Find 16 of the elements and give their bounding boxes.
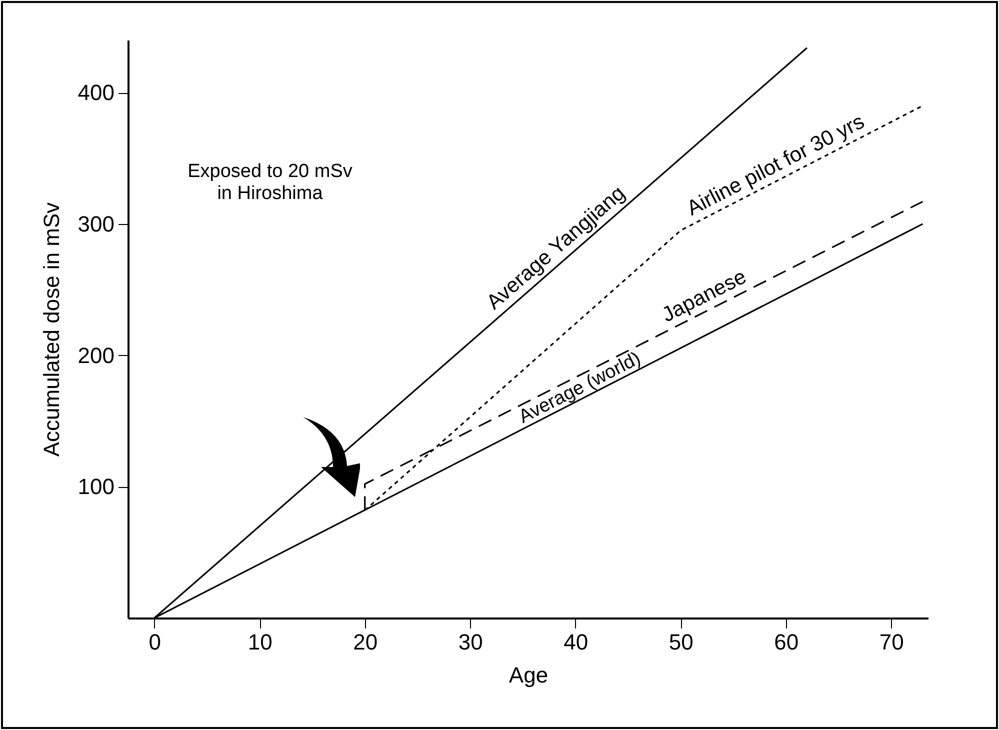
annotation: Exposed to 20 mSv in Hiroshima [188, 161, 353, 204]
y-tick-label: 300 [78, 211, 114, 236]
x-tick-label: 60 [774, 630, 799, 654]
y-tick-label: 100 [78, 474, 114, 500]
x-tick-label: 0 [148, 630, 161, 654]
x-tick-label: 30 [458, 630, 483, 654]
x-tick-label: 40 [564, 630, 588, 654]
x-tick-label: 10 [248, 630, 272, 654]
x-tick-label: 70 [879, 630, 904, 654]
x-tick-label: 20 [353, 630, 378, 654]
y-axis-title: Accumulated dose in mSv [38, 202, 64, 457]
y-tick-label: 200 [78, 342, 114, 368]
y-tick-label: 400 [78, 80, 114, 106]
text: Airline pilot for 30 yrs [683, 110, 868, 220]
x-axis-title: Age [508, 662, 548, 688]
x-tick-label: 50 [668, 630, 694, 654]
